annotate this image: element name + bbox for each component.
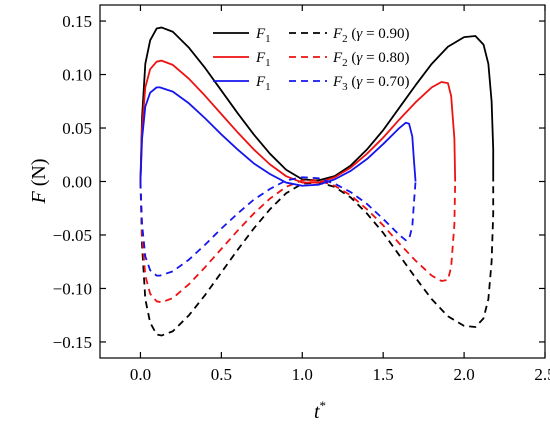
y-tick-label: 0.15 xyxy=(62,12,92,31)
x-tick-label: 0.5 xyxy=(211,365,232,384)
ticks-layer: 0.0 0.5 1.0 1.5 2.0 2.5 −0.15 −0.10 −0.05 0.00 0.0… xyxy=(53,5,550,384)
y-tick-label: −0.05 xyxy=(53,226,92,245)
y-axis-unit: (N) xyxy=(28,159,50,192)
legend-label-dashed: F2 (γ = 0.80) xyxy=(332,50,410,69)
y-tick-label: 0.00 xyxy=(62,173,92,192)
y-axis-title: F (N) xyxy=(28,159,50,205)
x-axis-title: t* xyxy=(314,398,326,423)
y-axis-symbol: F xyxy=(28,190,50,204)
x-tick-label: 2.0 xyxy=(453,365,474,384)
series-layer xyxy=(139,26,495,337)
y-tick-label: 0.10 xyxy=(62,66,92,85)
legend-label-dashed: F3 (γ = 0.70) xyxy=(332,74,410,93)
y-tick-label: −0.15 xyxy=(53,333,92,352)
series-line-2-dashed xyxy=(139,181,495,337)
series-line-5-solid xyxy=(139,86,417,187)
series-line-6-dashed xyxy=(139,176,417,277)
legend-label-solid: F1 xyxy=(255,74,271,93)
legend-label-dashed: F2 (γ = 0.90) xyxy=(332,26,410,45)
x-tick-label: 1.0 xyxy=(292,365,313,384)
legend: F1 F2 (γ = 0.90) F1 F2 (γ = 0.80) F1 F3 (γ = … xyxy=(213,26,410,93)
x-tick-label: 0.0 xyxy=(130,365,151,384)
x-tick-label: 2.5 xyxy=(534,365,550,384)
legend-label-solid: F1 xyxy=(255,50,271,69)
x-axis-superscript: * xyxy=(320,398,327,413)
y-tick-label: −0.10 xyxy=(53,279,92,298)
x-axis-symbol: t xyxy=(314,401,320,423)
y-tick-label: 0.05 xyxy=(62,119,92,138)
series-line-4-dashed xyxy=(139,179,457,304)
x-tick-label: 1.5 xyxy=(373,365,394,384)
series-line-1-solid xyxy=(139,26,495,182)
legend-label-solid: F1 xyxy=(255,26,271,45)
